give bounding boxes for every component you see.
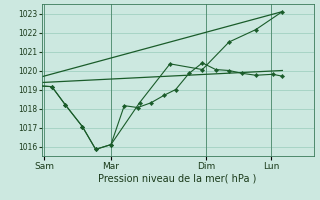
X-axis label: Pression niveau de la mer( hPa ): Pression niveau de la mer( hPa ) (99, 173, 257, 183)
